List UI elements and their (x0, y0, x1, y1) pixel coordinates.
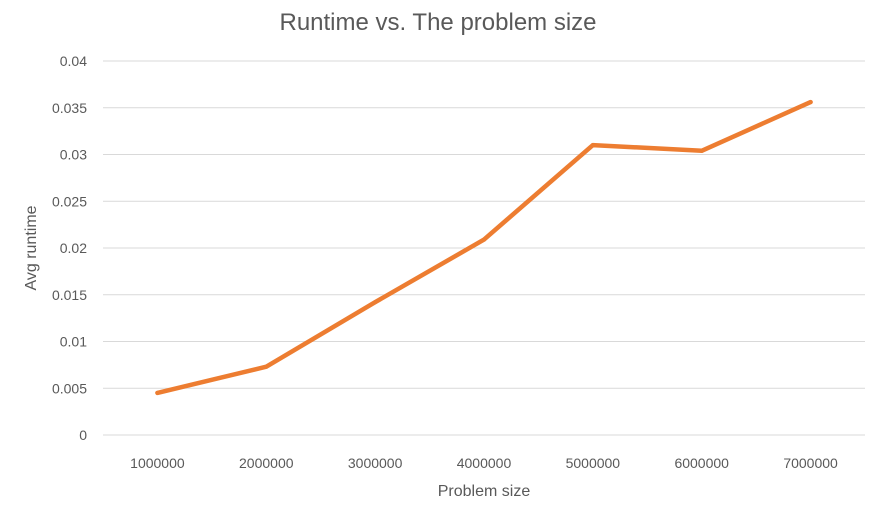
data-point (155, 390, 160, 395)
data-point (590, 143, 595, 148)
data-point (482, 237, 486, 242)
y-tick-label: 0.01 (60, 334, 87, 350)
x-axis-title: Problem size (438, 483, 531, 500)
y-axis-title: Avg runtime (23, 205, 40, 290)
x-tick-label: 7000000 (783, 455, 838, 471)
x-axis-tick-labels: 1000000 2000000 3000000 4000000 5000000 60000… (130, 455, 838, 471)
gridlines (103, 60, 865, 436)
y-tick-label: 0.015 (52, 287, 87, 303)
series-group (155, 99, 813, 396)
y-tick-label: 0.005 (52, 380, 87, 396)
y-tick-label: 0.04 (60, 53, 87, 69)
data-point (373, 300, 378, 305)
chart-title: Runtime vs. The problem size (279, 9, 596, 36)
y-tick-label: 0.035 (52, 100, 87, 116)
x-tick-label: 1000000 (130, 455, 185, 471)
y-tick-label: 0.02 (60, 240, 87, 256)
y-tick-label: 0.025 (52, 193, 87, 209)
x-tick-label: 3000000 (348, 455, 403, 471)
x-tick-label: 4000000 (457, 455, 512, 471)
y-tick-label: 0.03 (60, 147, 87, 163)
x-tick-label: 5000000 (566, 455, 621, 471)
data-point (808, 100, 813, 105)
data-point (699, 148, 704, 153)
y-axis-tick-labels: 0 0.005 0.01 0.015 0.02 0.025 0.03 0.035 0.04 (52, 53, 87, 443)
data-point (264, 364, 269, 369)
x-tick-label: 2000000 (239, 455, 294, 471)
x-tick-label: 6000000 (674, 455, 729, 471)
y-tick-label: 0 (79, 427, 87, 443)
